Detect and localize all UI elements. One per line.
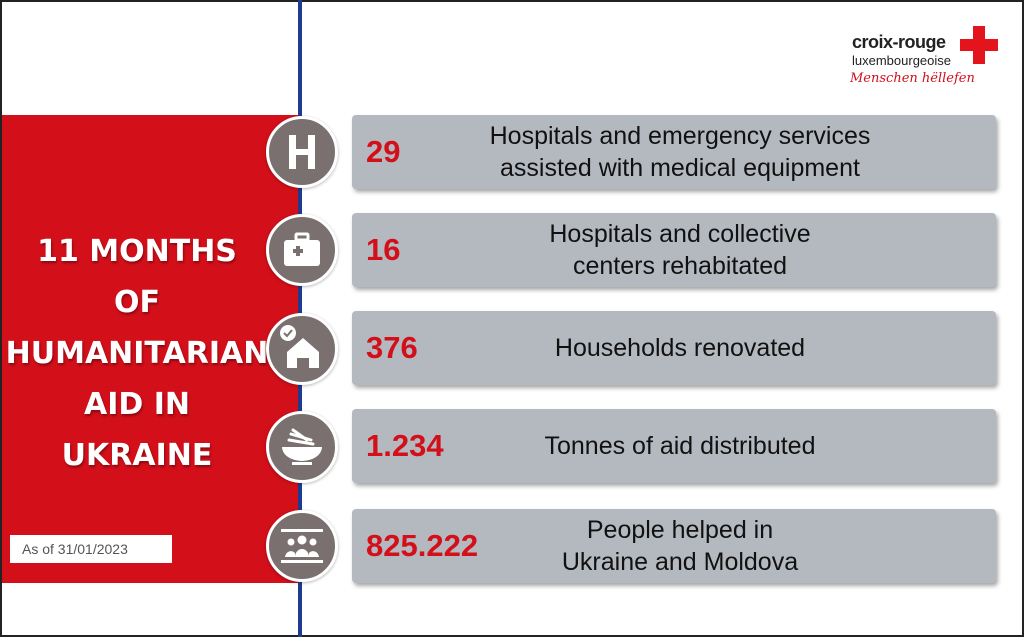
- stat-description: Hospitals and collective centers rehabit…: [460, 213, 900, 287]
- stat-description: Tonnes of aid distributed: [460, 409, 900, 483]
- people-group-icon: [266, 510, 338, 582]
- stat-description: People helped in Ukraine and Moldova: [460, 509, 900, 583]
- logo-line-2: luxembourgeoise: [852, 53, 952, 68]
- stat-card-hospitals-rehab: 16 Hospitals and collective centers reha…: [352, 213, 996, 287]
- stat-card-people: 825.222 People helped in Ukraine and Mol…: [352, 509, 996, 583]
- headline-line: UKRAINE: [61, 438, 213, 473]
- stat-desc-line: Hospitals and collective: [549, 220, 811, 248]
- stat-description: Households renovated: [460, 311, 900, 385]
- stat-value: 376: [366, 330, 418, 365]
- stat-value: 29: [366, 134, 401, 169]
- logo-tagline: Menschen hëllefen: [850, 71, 975, 86]
- headline-line: HUMANITARIAN: [5, 336, 269, 371]
- hospital-h-icon: [266, 116, 338, 188]
- headline-panel: [2, 115, 298, 583]
- stat-description: Hospitals and emergency services assiste…: [460, 115, 900, 189]
- stat-card-tonnes: 1.234 Tonnes of aid distributed: [352, 409, 996, 483]
- food-bowl-icon: [266, 411, 338, 483]
- stat-value: 16: [366, 232, 401, 267]
- stat-desc-line: Tonnes of aid distributed: [544, 432, 816, 460]
- stat-desc-line: Hospitals and emergency services: [489, 122, 871, 150]
- stat-card-hospitals-equipment: 29 Hospitals and emergency services assi…: [352, 115, 996, 189]
- medical-kit-icon: [266, 214, 338, 286]
- stat-card-households: 376 Households renovated: [352, 311, 996, 385]
- as-of-date: As of 31/01/2023: [10, 535, 172, 563]
- red-cross-icon: [960, 26, 998, 64]
- stat-desc-line: Households renovated: [554, 334, 806, 362]
- headline-line: OF: [114, 285, 160, 320]
- headline-line: 11 MONTHS: [37, 234, 237, 269]
- croix-rouge-logo: croix-rouge luxembourgeoise Menschen hël…: [850, 26, 1010, 96]
- stat-value: 1.234: [366, 428, 444, 463]
- stat-desc-line: Ukraine and Moldova: [561, 548, 799, 576]
- stat-desc-line: centers rehabitated: [572, 252, 788, 280]
- house-check-icon: [266, 313, 338, 385]
- stat-desc-line: People helped in: [586, 516, 774, 544]
- stat-desc-line: assisted with medical equipment: [500, 154, 860, 182]
- headline-line: AID IN: [84, 387, 190, 422]
- logo-line-1: croix-rouge: [852, 32, 946, 52]
- stat-value: 825.222: [366, 528, 479, 563]
- headline: 11 MONTHS OF HUMANITARIAN AID IN UKRAINE: [2, 226, 272, 481]
